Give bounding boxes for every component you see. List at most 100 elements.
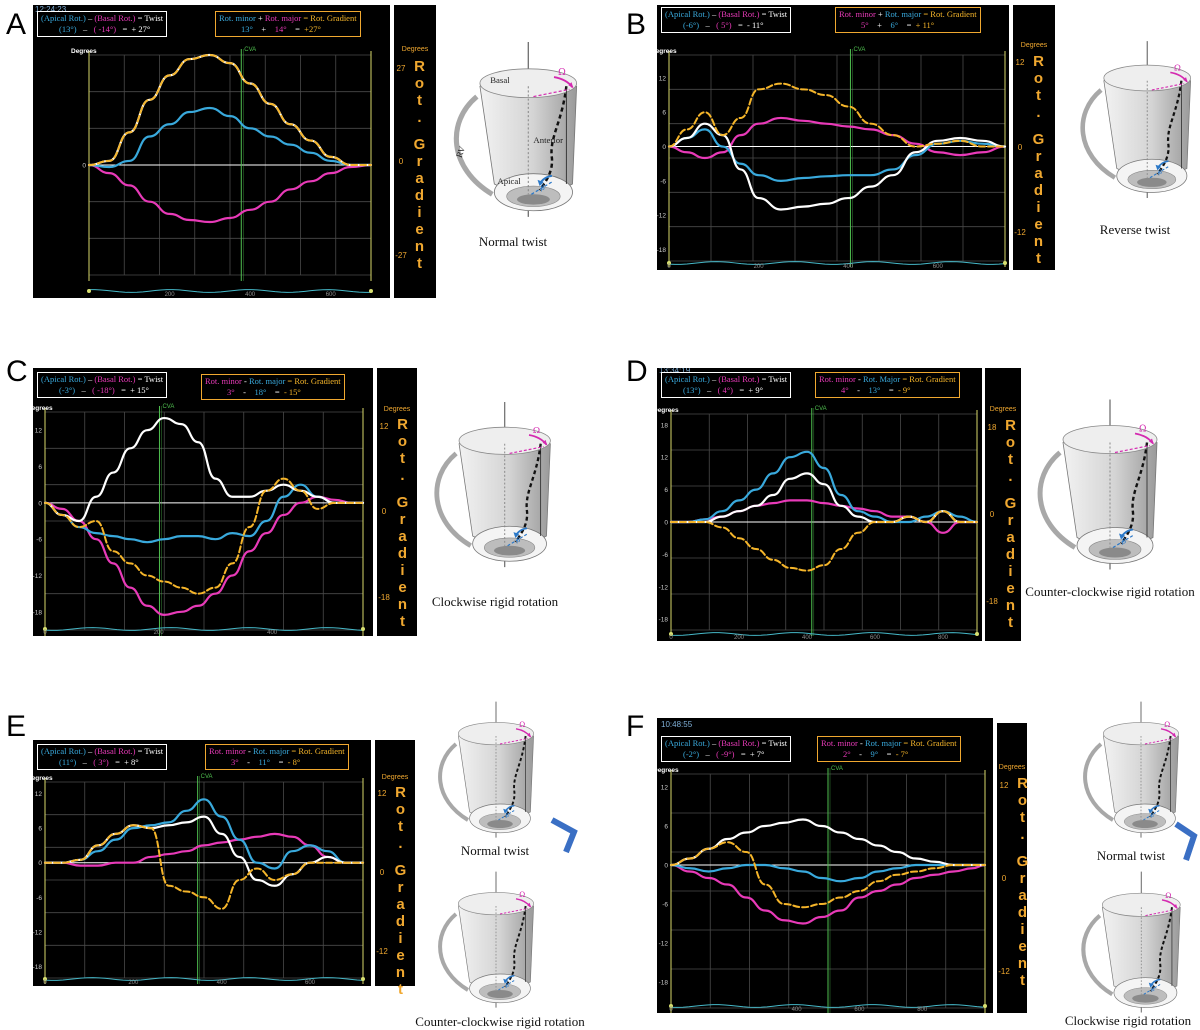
omega-symbol: Ω — [1164, 720, 1170, 729]
y-tick-label: -18 — [657, 247, 666, 254]
side-title-char: a — [999, 529, 1023, 546]
side-tick-label: 27 — [394, 64, 408, 73]
side-tick-label: 12 — [997, 781, 1011, 790]
plot-panel-f: CVA1260-6-12-180400600800Degrees10:48:55… — [657, 718, 993, 1013]
side-title-char: e — [391, 579, 415, 596]
y-tick-label: 12 — [35, 428, 43, 435]
side-tick-label: -12 — [1013, 228, 1027, 237]
twist-result: + 8° — [124, 757, 139, 767]
legend-twist-label: = Twist — [759, 738, 787, 748]
side-tick-label: 12 — [375, 789, 389, 798]
x-tick-label: 0 — [43, 630, 47, 636]
degrees-label: Degrees — [657, 48, 677, 55]
side-degrees-label: Degrees — [985, 406, 1021, 413]
side-title-char: n — [408, 238, 432, 255]
gradient-major-value: 6° — [890, 20, 898, 30]
cone-svg: Ωβ — [1078, 700, 1188, 840]
legend-rot-minor: Rot. minor — [209, 746, 246, 756]
side-tick-label: -12 — [375, 947, 389, 956]
side-degrees-label: Degrees — [1013, 42, 1055, 49]
gradient-op: + — [869, 20, 891, 30]
legend-rot-major: Rot. major — [885, 9, 921, 19]
twist-basal-value: ( 3°) — [93, 757, 108, 767]
beta-symbol: β — [506, 813, 509, 819]
twist-apical-value: (-2°) — [683, 749, 699, 759]
beta-symbol: β — [516, 536, 520, 544]
x-tick-label: 600 — [870, 635, 881, 641]
cva-label: CVA — [853, 47, 865, 53]
y-tick-label: -6 — [662, 902, 668, 909]
legend-rot-major: Rot. major — [249, 376, 285, 386]
side-tick-label: -18 — [985, 597, 999, 606]
twist-apical-value: (11°) — [59, 757, 76, 767]
side-title-char: o — [389, 801, 413, 818]
omega-symbol: Ω — [519, 720, 525, 729]
side-title-char: i — [391, 562, 415, 579]
side-title-char: G — [389, 862, 413, 879]
legend-twist-label: = Twist — [759, 9, 787, 19]
side-title-char: d — [999, 546, 1023, 563]
legend-basal-label: (Basal Rot.) — [718, 9, 759, 19]
legend-basal-label: (Basal Rot.) — [94, 374, 135, 384]
legend-rot-major: Rot. Major — [863, 374, 900, 384]
side-title-char: o — [1027, 70, 1051, 87]
twist-basal-value: ( -14°) — [94, 24, 117, 34]
side-title-char: G — [1027, 131, 1051, 148]
gradient-minor-value: 3° — [231, 757, 239, 767]
ecg-trace — [671, 633, 977, 636]
twist-minus: – — [75, 385, 92, 395]
twist-legend-box: (Apical Rot.) – (Basal Rot.) = Twist(13°… — [661, 372, 791, 398]
side-title-gap — [1027, 121, 1051, 131]
twist-minus: – — [77, 24, 94, 34]
side-tick-label: -18 — [377, 593, 391, 602]
gradient-major-value: 14° — [275, 24, 287, 34]
legend-rot-minor: Rot. minor — [219, 13, 256, 23]
twist-legend-box: (Apical Rot.) – (Basal Rot.) = Twist(11°… — [37, 744, 167, 770]
legend-basal-label: (Basal Rot.) — [94, 13, 135, 23]
side-tick-label: 12 — [1013, 58, 1027, 67]
side-title-char: i — [1011, 921, 1035, 938]
side-title-char: o — [408, 75, 432, 92]
twist-legend-box: (Apical Rot.) – (Basal Rot.) = Twist(-3°… — [37, 372, 167, 398]
ecg-marker — [87, 289, 91, 293]
x-tick-label: 400 — [802, 635, 813, 641]
side-tick-label: 0 — [377, 507, 391, 516]
apex-inner — [1132, 820, 1158, 828]
side-degrees-label: Degrees — [375, 774, 415, 781]
x-tick-label: 200 — [754, 264, 765, 270]
ecg-trace — [669, 262, 1005, 265]
side-title-char: R — [1027, 53, 1051, 70]
ecg-marker — [975, 632, 979, 636]
side-title-char: e — [1011, 938, 1035, 955]
twist-equals: = — [109, 757, 124, 767]
side-tick-label: 0 — [985, 510, 999, 519]
omega-symbol: Ω — [1165, 891, 1171, 900]
side-title-char: R — [391, 416, 415, 433]
beta-symbol: β — [541, 183, 545, 192]
side-title-char: a — [389, 896, 413, 913]
gradient-major-value: 9° — [871, 749, 879, 759]
caption-e-top: Normal twist — [440, 843, 550, 859]
side-title-char: d — [391, 545, 415, 562]
legend-rot-major: Rot. major — [253, 746, 289, 756]
side-title-char: t — [1011, 809, 1035, 826]
side-degrees-label: Degrees — [394, 46, 436, 53]
y-tick-label: 6 — [38, 464, 42, 471]
side-title-char: r — [999, 512, 1023, 529]
legend-rot-minor: Rot. minor — [821, 738, 858, 748]
gradient-minor-value: 5° — [861, 20, 869, 30]
x-tick-label: 800 — [938, 635, 949, 641]
y-tick-label: -6 — [660, 178, 666, 185]
